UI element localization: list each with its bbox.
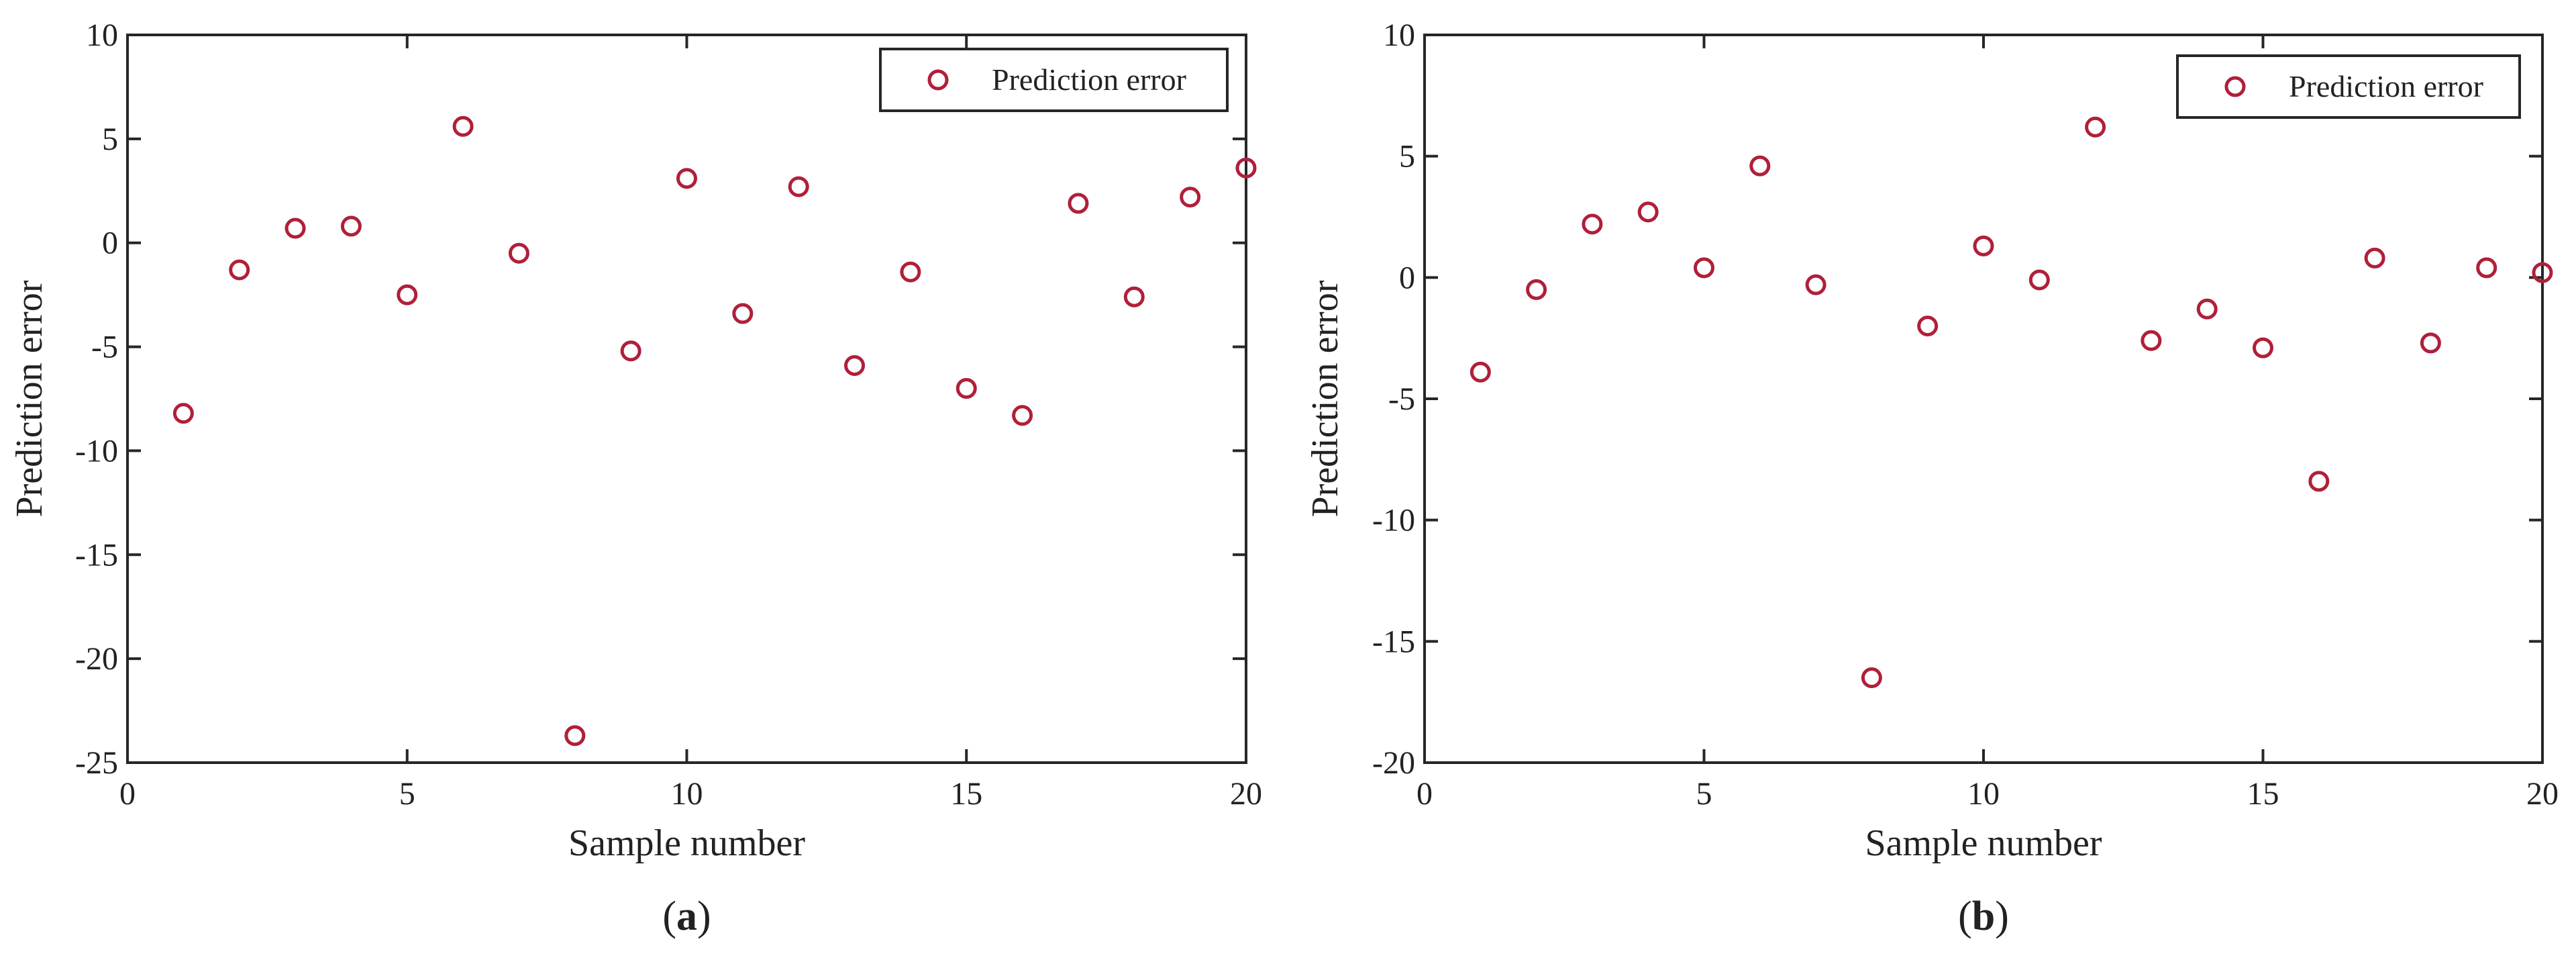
data-point (340, 216, 362, 237)
panel-caption-open: ( (1958, 894, 1972, 939)
y-tick-label: 10 (86, 17, 118, 53)
y-axis-label: Prediction error (9, 280, 50, 517)
y-tick-label: -5 (91, 330, 118, 365)
data-point (676, 168, 697, 189)
y-tick-label: 5 (102, 122, 118, 157)
panel-caption-close: ) (1995, 894, 2009, 939)
data-point (2308, 471, 2330, 492)
y-tick-label: -15 (1372, 624, 1415, 659)
y-tick-label: -15 (75, 537, 118, 573)
y-tick-label: -5 (1388, 381, 1415, 417)
data-point (1123, 286, 1145, 307)
data-point (172, 403, 194, 424)
legend-marker (2224, 76, 2246, 97)
x-tick-label: 10 (1967, 776, 2000, 812)
data-point (1637, 201, 1659, 223)
y-tick-label: -25 (75, 745, 118, 781)
data-point (2253, 337, 2273, 358)
data-point (900, 261, 921, 283)
data-point (956, 378, 977, 399)
y-tick-label: -20 (75, 641, 118, 677)
data-point (564, 725, 586, 747)
x-tick-label: 20 (2526, 776, 2559, 812)
axes-frame (126, 34, 1247, 764)
y-axis-label: Prediction error (1304, 280, 1346, 517)
data-point (2532, 262, 2553, 283)
y-tick-label: 10 (1383, 17, 1415, 53)
x-tick-label: 10 (671, 776, 703, 812)
data-point (285, 218, 306, 239)
x-tick-label: 0 (1416, 776, 1433, 812)
data-point (397, 284, 418, 305)
data-point (1012, 405, 1033, 426)
y-tick-label: 0 (1399, 260, 1415, 295)
panel-caption-close: ) (697, 894, 711, 939)
panel-caption: (b) (1958, 894, 2009, 939)
x-tick-label: 0 (119, 776, 136, 812)
data-point (1861, 667, 1882, 689)
data-point (1917, 316, 1939, 337)
x-tick-label: 5 (1696, 776, 1712, 812)
panel-caption-letter: a (676, 894, 697, 939)
data-point (788, 176, 809, 197)
data-point (2196, 298, 2218, 320)
data-point (2141, 330, 2162, 351)
panel-b: 0 5 10 15 20 -20 -15 -10 -5 0 5 10 Sample number Pred… (1304, 17, 2559, 939)
x-axis-label: Sample number (1865, 822, 2102, 864)
legend-label: Prediction error (992, 62, 1186, 97)
data-point (508, 242, 529, 264)
panel-a: 0 5 10 15 20 -25 -20 -15 -10 -5 0 5 10 Sample number P… (9, 17, 1262, 939)
y-tick-label: 5 (1399, 139, 1415, 175)
data-point (1749, 155, 1771, 177)
data-point (452, 115, 474, 137)
panel-caption: (a) (662, 894, 711, 939)
panel-caption-open: ( (662, 894, 676, 939)
data-point (229, 259, 250, 281)
data-point (2420, 332, 2441, 354)
legend-box (879, 48, 1229, 112)
legend-label: Prediction error (2289, 69, 2483, 103)
x-axis-label: Sample number (568, 822, 805, 864)
data-point (2028, 269, 2050, 291)
x-tick-label: 20 (1230, 776, 1262, 812)
x-tick-label: 15 (950, 776, 982, 812)
y-tick-label: 0 (102, 226, 118, 261)
data-point (732, 303, 754, 324)
data-point (2364, 247, 2385, 269)
data-point (1973, 235, 1994, 256)
x-tick-label: 5 (399, 776, 415, 812)
legend-box (2176, 54, 2521, 119)
data-point (1180, 187, 1201, 208)
data-point (1526, 279, 1547, 300)
data-point (844, 354, 866, 376)
data-point (2476, 257, 2497, 279)
axes-frame (1423, 34, 2544, 764)
data-point (1235, 157, 1257, 179)
y-tick-label: -20 (1372, 745, 1415, 781)
data-point (1582, 213, 1603, 235)
data-point (620, 340, 641, 362)
data-point (1470, 361, 1491, 383)
x-tick-label: 15 (2247, 776, 2279, 812)
panel-caption-letter: b (1972, 894, 1995, 939)
data-point (1694, 257, 1714, 279)
data-point (2085, 116, 2106, 138)
data-point (1068, 193, 1089, 214)
data-point (1805, 274, 1826, 295)
y-tick-label: -10 (1372, 503, 1415, 538)
legend-marker (927, 69, 949, 91)
y-tick-label: -10 (75, 433, 118, 469)
